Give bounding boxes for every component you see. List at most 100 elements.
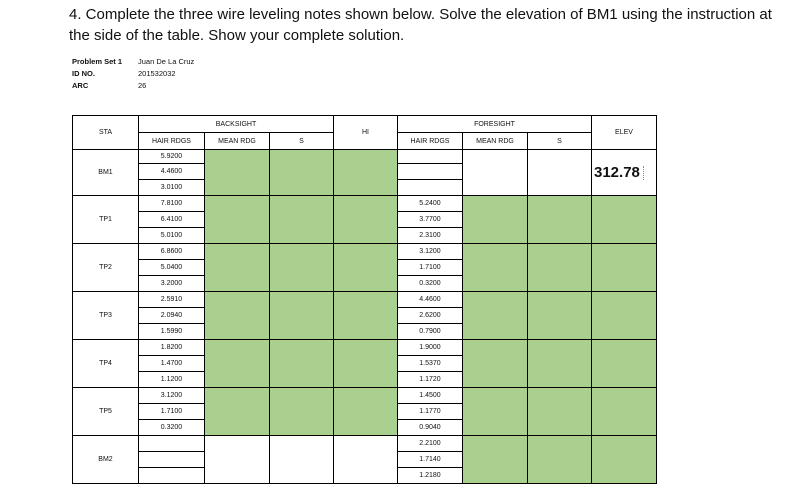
bs-mean-cell[interactable] bbox=[204, 243, 270, 292]
fs-s-cell[interactable] bbox=[527, 339, 592, 388]
bs-mean-cell[interactable] bbox=[204, 387, 270, 436]
fs-hair-reading[interactable]: 3.7700 bbox=[397, 211, 463, 228]
fs-hair-reading[interactable]: 2.6200 bbox=[397, 307, 463, 324]
elev-cell[interactable] bbox=[591, 435, 657, 484]
fs-hair-reading[interactable]: 1.9000 bbox=[397, 339, 463, 356]
bs-hair-reading[interactable]: 2.0940 bbox=[138, 307, 205, 324]
bs-mean-cell[interactable] bbox=[204, 149, 270, 196]
fs-hair-reading[interactable]: 1.1770 bbox=[397, 403, 463, 420]
table-row: 1.2180 bbox=[73, 467, 657, 484]
fs-hair-reading[interactable] bbox=[397, 163, 463, 180]
bs-hair-reading[interactable]: 5.0400 bbox=[138, 259, 205, 276]
hi-cell[interactable] bbox=[333, 387, 398, 436]
bs-hair-reading[interactable]: 6.8600 bbox=[138, 243, 205, 260]
elev-cell[interactable] bbox=[591, 243, 657, 292]
bs-s-cell[interactable] bbox=[269, 291, 334, 340]
fs-hair-reading[interactable]: 4.4600 bbox=[397, 291, 463, 308]
bs-s-cell[interactable] bbox=[269, 195, 334, 244]
bs-hair-reading[interactable]: 2.5910 bbox=[138, 291, 205, 308]
header-elev: ELEV bbox=[591, 115, 657, 150]
fs-hair-reading[interactable]: 0.3200 bbox=[397, 275, 463, 292]
bs-s-cell[interactable] bbox=[269, 387, 334, 436]
station-rows: BM1 5.9200 312.78 4.4600 3.0100 TP1 7.8100 5.24… bbox=[72, 149, 657, 484]
fs-mean-cell[interactable] bbox=[462, 387, 528, 436]
fs-hair-reading[interactable]: 1.5370 bbox=[397, 355, 463, 372]
fs-hair-reading[interactable] bbox=[397, 179, 463, 196]
bs-hair-reading[interactable]: 1.5990 bbox=[138, 323, 205, 340]
elev-cell[interactable]: 312.78 bbox=[591, 149, 657, 196]
fs-s-cell[interactable] bbox=[527, 435, 592, 484]
fs-hair-reading[interactable]: 2.3100 bbox=[397, 227, 463, 244]
bs-s-cell[interactable] bbox=[269, 435, 334, 484]
fs-hair-reading[interactable]: 0.9040 bbox=[397, 419, 463, 436]
bs-hair-reading[interactable]: 7.8100 bbox=[138, 195, 205, 212]
fs-hair-reading[interactable]: 3.1200 bbox=[397, 243, 463, 260]
bs-s-cell[interactable] bbox=[269, 243, 334, 292]
hi-cell[interactable] bbox=[333, 291, 398, 340]
bs-hair-reading[interactable]: 5.0100 bbox=[138, 227, 205, 244]
bs-s-cell[interactable] bbox=[269, 339, 334, 388]
fs-s-cell[interactable] bbox=[527, 243, 592, 292]
fs-mean-cell[interactable] bbox=[462, 195, 528, 244]
hi-cell[interactable] bbox=[333, 243, 398, 292]
fs-hair-reading[interactable]: 2.2100 bbox=[397, 435, 463, 452]
station-cell: TP3 bbox=[72, 291, 139, 340]
bs-hair-reading[interactable] bbox=[138, 451, 205, 468]
fs-s-cell[interactable] bbox=[527, 195, 592, 244]
bs-hair-reading[interactable]: 5.9200 bbox=[138, 149, 205, 164]
fs-hair-reading[interactable]: 1.7140 bbox=[397, 451, 463, 468]
fs-mean-cell[interactable] bbox=[462, 149, 528, 196]
info-value: 26 bbox=[138, 81, 147, 90]
bs-hair-reading[interactable]: 6.4100 bbox=[138, 211, 205, 228]
table-row: 5.0100 2.3100 bbox=[73, 227, 657, 244]
bs-hair-reading[interactable]: 0.3200 bbox=[138, 419, 205, 436]
fs-mean-cell[interactable] bbox=[462, 435, 528, 484]
bs-hair-reading[interactable]: 3.0100 bbox=[138, 179, 205, 196]
elev-cell[interactable] bbox=[591, 195, 657, 244]
hi-cell[interactable] bbox=[333, 195, 398, 244]
fs-hair-reading[interactable]: 1.7100 bbox=[397, 259, 463, 276]
header-fs-mean: MEAN RDG bbox=[462, 132, 528, 150]
leveling-table-wrapper: STA BACKSIGHT HI FORESIGHT ELEV HAIR RDG… bbox=[72, 115, 657, 484]
bs-hair-reading[interactable]: 1.8200 bbox=[138, 339, 205, 356]
station-cell: TP5 bbox=[72, 387, 139, 436]
fs-hair-reading[interactable]: 0.7900 bbox=[397, 323, 463, 340]
elev-cell[interactable] bbox=[591, 387, 657, 436]
bs-hair-reading[interactable]: 3.1200 bbox=[138, 387, 205, 404]
fs-hair-reading[interactable] bbox=[397, 149, 463, 164]
bs-hair-reading[interactable] bbox=[138, 435, 205, 452]
station-cell: TP2 bbox=[72, 243, 139, 292]
hi-cell[interactable] bbox=[333, 339, 398, 388]
table-row: 6.4100 3.7700 bbox=[73, 211, 657, 228]
bs-hair-reading[interactable]: 4.4600 bbox=[138, 163, 205, 180]
fs-mean-cell[interactable] bbox=[462, 291, 528, 340]
fs-s-cell[interactable] bbox=[527, 387, 592, 436]
bs-mean-cell[interactable] bbox=[204, 291, 270, 340]
bs-mean-cell[interactable] bbox=[204, 195, 270, 244]
fs-hair-reading[interactable]: 1.4500 bbox=[397, 387, 463, 404]
header-sta: STA bbox=[72, 115, 139, 150]
bs-s-cell[interactable] bbox=[269, 149, 334, 196]
bs-hair-reading[interactable]: 1.1200 bbox=[138, 371, 205, 388]
hi-cell[interactable] bbox=[333, 149, 398, 196]
bs-hair-reading[interactable]: 1.7100 bbox=[138, 403, 205, 420]
elev-cell[interactable] bbox=[591, 339, 657, 388]
fs-mean-cell[interactable] bbox=[462, 243, 528, 292]
info-label: ID NO. bbox=[72, 69, 95, 78]
text-cursor bbox=[642, 166, 645, 181]
bs-mean-cell[interactable] bbox=[204, 435, 270, 484]
elev-cell[interactable] bbox=[591, 291, 657, 340]
fs-hair-reading[interactable]: 1.2180 bbox=[397, 467, 463, 484]
fs-hair-reading[interactable]: 5.2400 bbox=[397, 195, 463, 212]
bs-mean-cell[interactable] bbox=[204, 339, 270, 388]
hi-cell[interactable] bbox=[333, 435, 398, 484]
bs-hair-reading[interactable]: 3.2000 bbox=[138, 275, 205, 292]
table-row: TP3 2.5910 4.4600 bbox=[72, 291, 657, 340]
fs-s-cell[interactable] bbox=[527, 291, 592, 340]
bs-hair-reading[interactable]: 1.4700 bbox=[138, 355, 205, 372]
fs-hair-reading[interactable]: 1.1720 bbox=[397, 371, 463, 388]
bs-hair-reading[interactable] bbox=[138, 467, 205, 484]
fs-s-cell[interactable] bbox=[527, 149, 592, 196]
fs-mean-cell[interactable] bbox=[462, 339, 528, 388]
table-row: 0.3200 0.9040 bbox=[73, 419, 657, 436]
